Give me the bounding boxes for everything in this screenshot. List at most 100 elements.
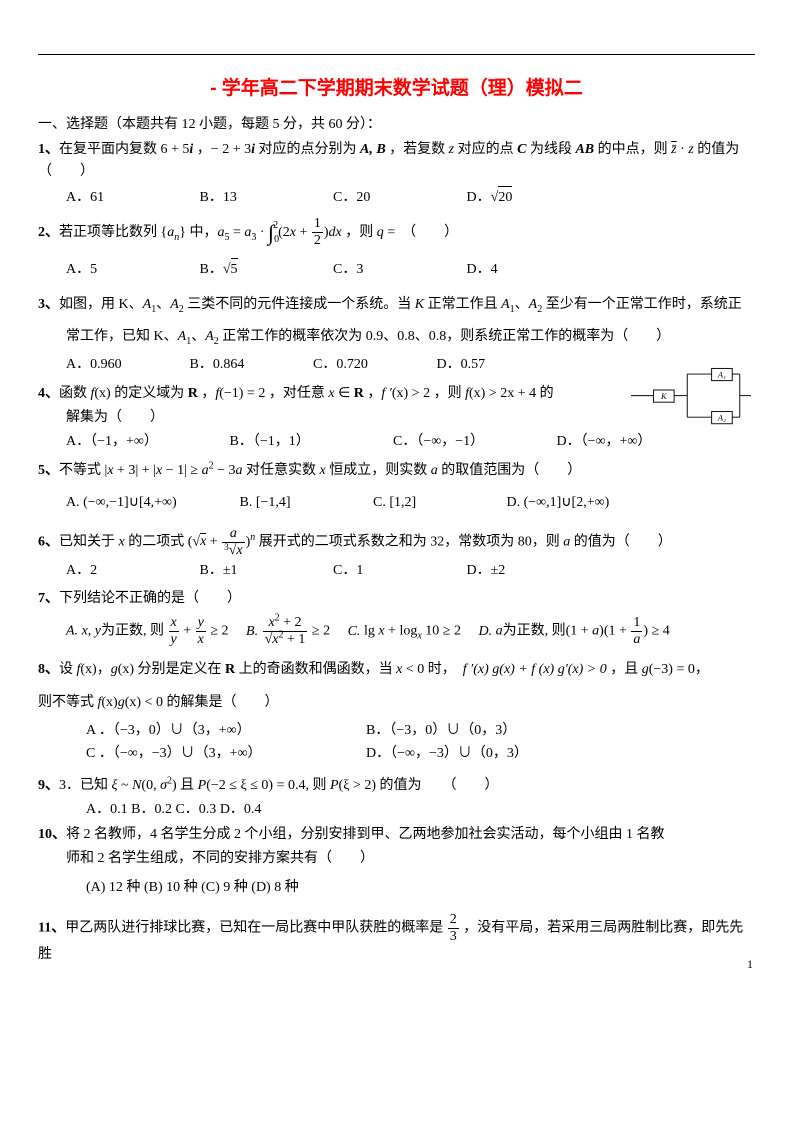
q5-optB: B. [−1,4] — [240, 492, 370, 514]
q9-tail: 的值为 （ ） — [376, 778, 499, 793]
q2-optB-lbl: B． — [200, 259, 223, 281]
q2-dot: · — [256, 225, 268, 240]
q5-pre: 不等式 — [59, 463, 105, 478]
q7-A-f2: yx — [196, 616, 206, 647]
q4-mid1: 的定义域为 — [111, 386, 188, 401]
q2-dx: dx — [329, 225, 342, 240]
q10-optD: (D) 8 种 — [251, 880, 298, 895]
q7-B-frac: x2 + 2√x2 + 1 — [263, 616, 308, 647]
q2-eq: = — [229, 225, 244, 240]
q11-frac: 23 — [448, 913, 459, 944]
q7-A-pre: x, y — [82, 624, 101, 639]
question-3: 3、如图，用 K、A1、A2 三类不同的元件连接成一个系统。当 K 正常工作且 … — [38, 294, 755, 316]
q7-D-end: ) ≥ 4 — [643, 624, 669, 639]
q9-options: A．0.1 B．0.2 C．0.3 D．0.4 — [86, 799, 755, 821]
q7-B-ge: ≥ 2 — [308, 624, 330, 639]
q2-int-l: (2 — [278, 225, 290, 240]
q10-options: (A) 12 种 (B) 10 种 (C) 9 种 (D) 8 种 — [86, 877, 755, 899]
q9-optB: B．0.2 — [131, 802, 172, 817]
q1-AB2: AB — [575, 142, 594, 157]
q7-A-f1: xy — [169, 616, 179, 647]
q10-num: 10、 — [38, 827, 66, 842]
q5-tail: 的取值范围为（ ） — [438, 463, 582, 478]
q1-num: 1、 — [38, 142, 59, 157]
q2-optC: C．3 — [333, 259, 463, 281]
q6-sqx: √x — [192, 533, 206, 549]
q4-pre: 函数 — [59, 386, 91, 401]
svg-text:A₁: A₁ — [717, 369, 726, 379]
q8-mid3: ，且 — [607, 662, 642, 677]
q7-A-plus: + — [180, 624, 195, 639]
q8-xp4: (x) — [125, 695, 141, 710]
q4-fp: f ′ — [381, 386, 391, 401]
q4-num: 4、 — [38, 386, 59, 401]
q5-options: A. (−∞,−1]∪[4,+∞) B. [−1,4] C. [1,2] D. … — [66, 492, 755, 514]
q1-optD-lbl: D． — [467, 187, 491, 209]
q10-optB: (B) 10 种 — [144, 880, 198, 895]
q7-num: 7、 — [38, 591, 59, 606]
q9-P2: P — [330, 778, 339, 793]
q1-optD-rad: √20 — [491, 186, 513, 209]
q3-sep2: 、 — [515, 297, 529, 312]
q1-mid5: 的中点，则 — [594, 142, 671, 157]
q6-optA: A．2 — [66, 560, 196, 582]
q4-xp2: (x) > 2 — [392, 386, 430, 401]
q3-sep3: 、 — [191, 329, 205, 344]
q7-C-plus: + log — [385, 624, 418, 639]
q2-post3: = （ ） — [384, 225, 458, 240]
q1-optA: A．61 — [66, 187, 196, 209]
q8-lt0: < 0 时， — [402, 662, 448, 677]
q8-R: R — [225, 662, 235, 677]
q8-lt: < 0 — [141, 695, 163, 710]
q4-optA: A．（−1，+∞） — [66, 431, 226, 453]
q8-line2b: 的解集是（ ） — [163, 695, 279, 710]
q10-line2: 师和 2 名学生组成，不同的安排方案共有（ ） — [66, 848, 755, 870]
q4-optD: D．（−∞，+∞） — [557, 431, 652, 453]
q3-optB: B．0.864 — [190, 354, 310, 376]
q8-comma: ， — [97, 662, 111, 677]
q3-optD: D．0.57 — [437, 354, 486, 376]
q5-mid: 对任意实数 — [242, 463, 319, 478]
q4-xp3: (x) > 2x + 4 — [469, 386, 536, 401]
q9-p2arg: (ξ > 2) — [339, 778, 376, 793]
q5-optA: A. (−∞,−1]∪[4,+∞) — [66, 492, 236, 514]
q9-paren: (0, — [141, 778, 160, 793]
q9-optD: D．0.4 — [220, 802, 262, 817]
q4-m1v: (−1) = 2 — [219, 386, 265, 401]
q6-mid2: 展开式的二项式系数之和为 32，常数项为 80，则 — [255, 534, 563, 549]
q8-xp2: (x) — [118, 662, 134, 677]
q5-mid2: 恒成立，则实数 — [326, 463, 431, 478]
q6-plus: + — [206, 534, 221, 549]
q9-and: 且 — [177, 778, 198, 793]
q1-c2: − 2 + 3 — [211, 142, 251, 157]
q6-frac: a3√x — [222, 527, 244, 558]
question-1: 1、在复平面内复数 6 + 5i ，− 2 + 3i 对应的点分别为 A, B … — [38, 139, 755, 184]
q8-m3: (−3) = 0， — [649, 662, 709, 677]
svg-text:K: K — [660, 391, 667, 401]
q7-D-rp: )(1 + — [599, 624, 630, 639]
circuit-diagram: KA₁A₂ — [631, 354, 751, 426]
q3-mid3: 至少有一个正常工作时，系统正 — [542, 297, 742, 312]
q4-optC: C．（−∞，−1） — [393, 431, 553, 453]
q9-P1: P — [198, 778, 207, 793]
q1-mid3: 对应的点 — [454, 142, 517, 157]
q7-D-frac: 1a — [631, 616, 642, 647]
q5-optC: C. [1,2] — [373, 492, 503, 514]
q6-optB: B．±1 — [200, 560, 330, 582]
q8-options: A ．（−3，0）∪（3，+∞）B．（−3，0）∪（0，3） C ．（−∞，−3… — [86, 720, 755, 765]
q6-num: 6、 — [38, 534, 59, 549]
q3-A2c: A — [205, 329, 214, 344]
q5-num: 5、 — [38, 463, 59, 478]
q3-line2a: 常工作，已知 K、 — [66, 329, 178, 344]
q2-post2: ，则 — [342, 225, 377, 240]
q2-optB-rad: √5 — [223, 258, 238, 281]
q2-optA: A．5 — [66, 259, 196, 281]
q7-C-lbl: C. — [348, 624, 364, 639]
q5-optD: D. (−∞,1]∪[2,+∞) — [507, 492, 610, 514]
question-10: 10、将 2 名教师，4 名学生分成 2 个小组，分别安排到甲、乙两地参加社会实… — [38, 824, 755, 846]
q3-mid2: 正常工作且 — [424, 297, 501, 312]
question-11: 11、甲乙两队进行排球比赛，已知在一局比赛中甲队获胜的概率是 23 ，没有平局，… — [38, 913, 755, 966]
q8-num: 8、 — [38, 662, 59, 677]
q4-R2: R — [354, 386, 364, 401]
q8-optC: C ．（−∞，−3）∪（3，+∞） — [86, 743, 366, 765]
